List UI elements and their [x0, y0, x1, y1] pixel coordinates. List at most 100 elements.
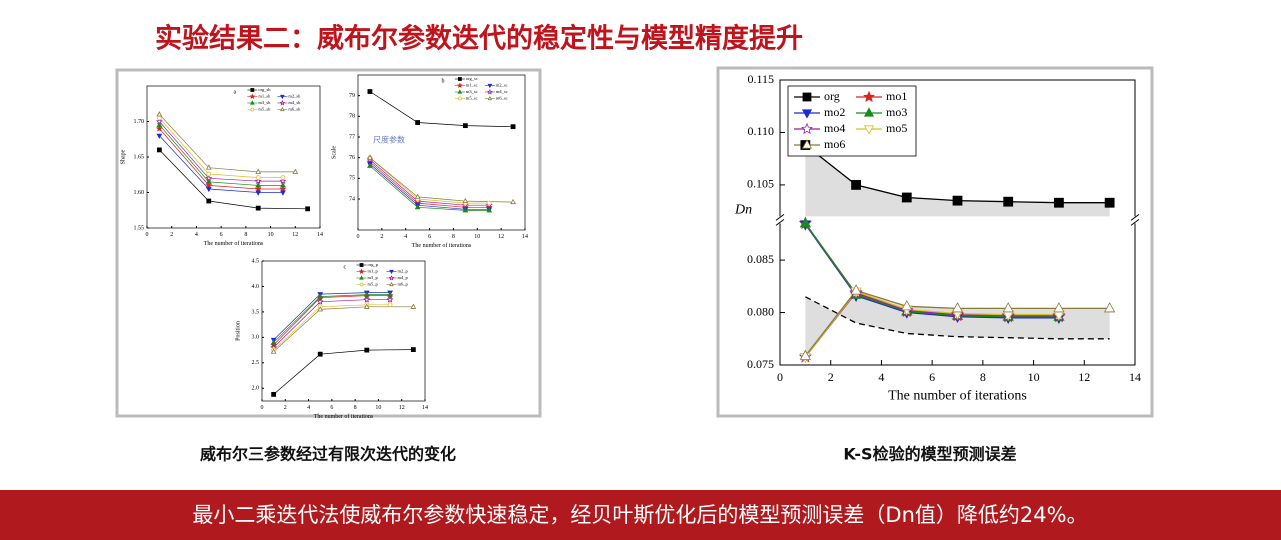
marker [364, 347, 370, 353]
marker [316, 298, 324, 305]
marker [389, 281, 394, 287]
legend-label: m3_sc [466, 89, 478, 94]
y-tick-label: 77 [349, 134, 355, 140]
legend-label: mo3 [886, 105, 907, 119]
y-tick-label: 2.0 [252, 386, 260, 392]
marker [486, 200, 492, 206]
marker [410, 347, 416, 352]
marker [205, 178, 212, 184]
legend-label: m2_sc [496, 83, 508, 88]
marker [279, 177, 287, 185]
marker [205, 174, 213, 182]
series-line [159, 149, 308, 210]
legend-label: m6_sh [288, 107, 301, 112]
x-axis-label: The number of iterations [314, 413, 374, 420]
legend-label: mo4 [824, 121, 845, 135]
y-tick-label: 79 [349, 93, 355, 99]
marker [250, 88, 255, 92]
marker [1053, 302, 1065, 313]
marker [305, 206, 311, 212]
x-tick-label: 4 [404, 234, 407, 240]
marker [205, 164, 212, 170]
marker [155, 124, 163, 132]
chart: 0 2 4 6 8 10 12 14 74 75 76 77 78 79 The number of ite… [331, 74, 528, 249]
series-line [273, 304, 391, 351]
axis-frame [261, 260, 426, 402]
x-tick-label: 14 [1129, 370, 1141, 384]
marker [155, 117, 163, 125]
series-line [273, 295, 391, 346]
x-tick-label: 10 [1028, 370, 1040, 384]
axis-frame [779, 79, 1136, 366]
x-tick-label: 2 [380, 234, 383, 240]
y-tick-label: 1.70 [134, 119, 145, 125]
legend-label: m3_sh [258, 100, 271, 105]
marker [863, 90, 875, 103]
series-line [273, 294, 391, 343]
marker [389, 269, 394, 275]
marker [367, 162, 373, 168]
legend-label: org [824, 89, 840, 103]
series-line [159, 124, 283, 186]
marker [901, 300, 913, 311]
marker [205, 181, 213, 189]
series-line [273, 349, 414, 395]
marker [156, 115, 162, 121]
series-line [804, 290, 1059, 358]
marker [367, 89, 373, 94]
annotation: 尺度参数 [373, 135, 405, 145]
legend-label: m4_sc [496, 89, 508, 94]
chart: 0 2 4 6 8 10 12 14 1.55 1.60 1.65 1.70 The number of… [120, 85, 323, 247]
marker [410, 303, 417, 309]
x-tick-label: 8 [354, 405, 357, 411]
x-axis-label: The number of iterations [204, 240, 264, 247]
slide-title: 实验结果二：威布尔参数迭代的稳定性与模型精度提升 [155, 23, 803, 55]
marker [457, 77, 462, 81]
marker [363, 296, 371, 303]
marker [156, 111, 163, 117]
marker [206, 198, 212, 204]
marker [387, 302, 393, 308]
marker [457, 82, 463, 88]
marker [414, 204, 421, 210]
x-tick-label: 0 [357, 234, 360, 240]
marker [358, 268, 365, 274]
marker [388, 275, 395, 281]
legend-label: m2_p [398, 269, 409, 274]
marker [850, 284, 862, 295]
marker [462, 197, 469, 204]
marker [279, 185, 287, 192]
marker [487, 83, 493, 89]
marker [367, 154, 373, 160]
marker [280, 182, 286, 188]
marker [156, 147, 162, 153]
x-tick-label: 6 [428, 234, 431, 240]
series-line [273, 292, 391, 341]
legend-label: m6_p [398, 282, 409, 287]
shade [805, 290, 1110, 356]
series-line [369, 165, 490, 211]
series-line [369, 161, 490, 208]
y-tick-label: 3.0 [252, 335, 260, 341]
x-axis-label: The number of iterations [412, 242, 472, 249]
y-tick-label: 1.65 [134, 154, 145, 160]
marker [206, 171, 212, 177]
y-tick-label: 74 [349, 196, 355, 202]
legend-label: m1_sc [466, 83, 478, 88]
marker [510, 124, 516, 130]
marker [801, 109, 813, 119]
y-tick-label: 2.5 [252, 360, 260, 366]
marker [255, 182, 262, 188]
marker [255, 205, 261, 211]
x-tick-label: 6 [929, 370, 935, 384]
x-tick-label: 14 [317, 232, 323, 238]
marker [205, 186, 212, 193]
legend-label: mo6 [824, 137, 845, 151]
marker [1002, 302, 1014, 313]
marker [156, 121, 163, 128]
x-tick-label: 10 [268, 232, 274, 238]
y-tick-label: 75 [349, 176, 355, 182]
legend-label: mo5 [886, 121, 907, 135]
marker [486, 207, 493, 213]
marker [863, 107, 875, 117]
